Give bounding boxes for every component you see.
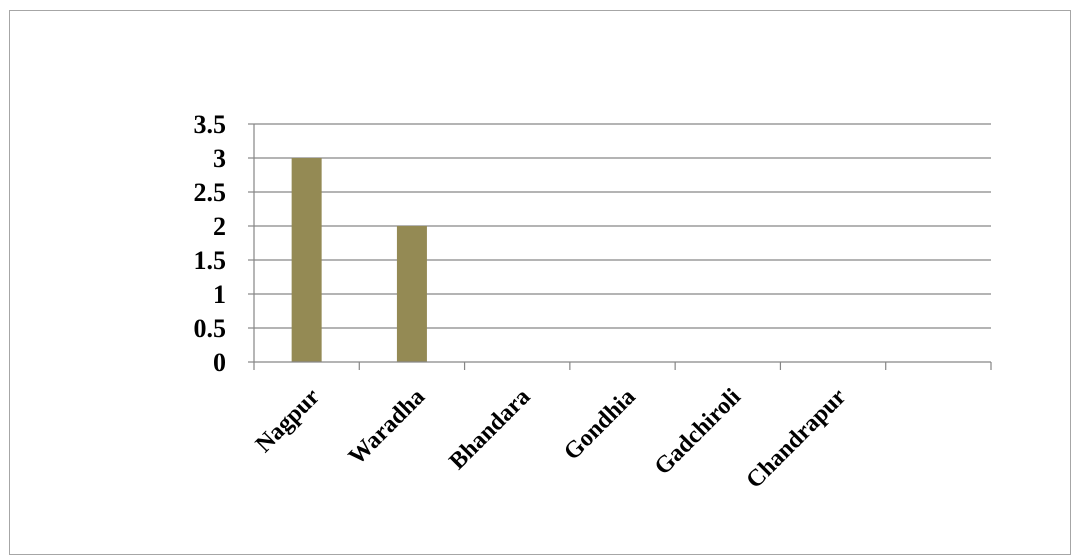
y-tick-label: 3.5 [194, 110, 227, 139]
x-category-label: Nagpur [251, 384, 325, 458]
x-category-label: Bhandara [444, 384, 535, 475]
x-category-label: Waradha [344, 384, 430, 470]
y-tick-label: 1 [213, 280, 226, 309]
bar-waradha [396, 226, 427, 362]
gridlines [254, 123, 991, 329]
chart-frame [9, 10, 1071, 555]
bar-nagpur [291, 158, 322, 362]
y-tick-label: 3 [213, 144, 226, 173]
axes [248, 123, 992, 370]
x-category-label: Gondhia [559, 384, 641, 466]
y-tick-label: 1.5 [194, 246, 227, 275]
bars [291, 158, 427, 362]
y-tick-label: 0 [213, 348, 226, 377]
y-tick-label: 2.5 [194, 178, 227, 207]
y-tick-label: 2 [213, 212, 226, 241]
x-category-label: Gadchiroli [650, 384, 747, 481]
x-category-label: Chandrapur [741, 384, 851, 494]
y-tick-label: 0.5 [194, 314, 227, 343]
